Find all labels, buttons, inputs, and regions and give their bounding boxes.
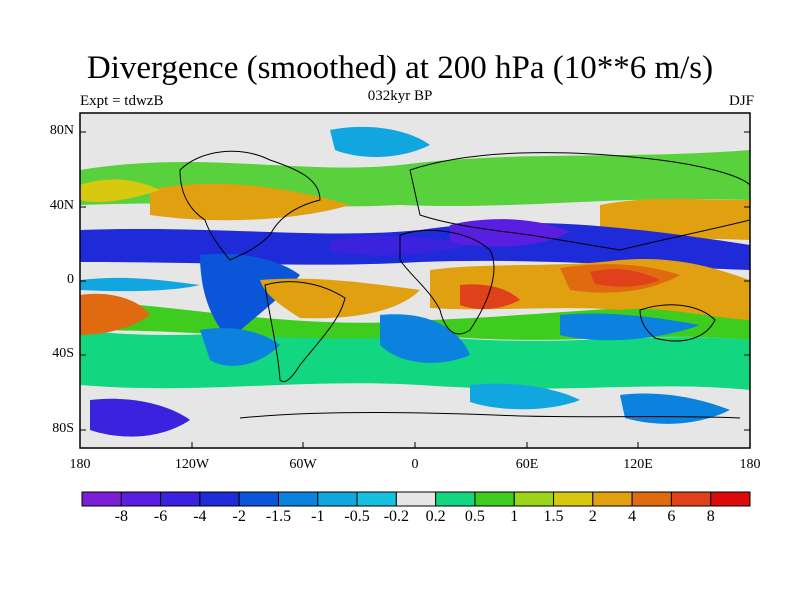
coastlines	[179, 150, 750, 419]
lat-label-equator: 0	[67, 272, 74, 287]
lon-label-0: 0	[411, 457, 419, 472]
colorbar-swatch	[199, 491, 240, 507]
colorbar-label: -1	[311, 508, 325, 525]
colorbar-swatch	[474, 491, 515, 507]
colorbar-label: 6	[667, 508, 676, 525]
lon-label-180w: 180	[69, 457, 91, 472]
colorbar-label: -2	[232, 508, 246, 525]
plot-subtitle: 032kyr BP	[367, 88, 433, 104]
colorbar-swatch	[160, 491, 201, 507]
colorbar-swatch	[81, 491, 122, 507]
lat-label-40s: 40S	[52, 346, 74, 361]
colorbar-swatch	[356, 491, 397, 507]
colorbar-label: 0.2	[425, 508, 446, 525]
colorbar-swatch	[513, 491, 555, 507]
colorbar-label: 2	[588, 508, 597, 525]
colorbar-label: 0.5	[464, 508, 485, 525]
lon-label-60e: 60E	[515, 457, 539, 472]
lat-label-80s: 80S	[52, 421, 74, 436]
colorbar-label: -4	[193, 508, 207, 525]
colorbar-swatch	[238, 491, 279, 507]
colorbar-swatch	[277, 491, 319, 507]
season-label: DJF	[728, 93, 754, 109]
colorbar-label: -0.5	[344, 508, 370, 525]
colorbar-label: -0.2	[383, 508, 410, 525]
colorbar	[81, 491, 751, 507]
lon-label-120w: 120W	[174, 457, 210, 472]
lon-label-180e: 180	[739, 457, 761, 472]
colorbar-swatch	[631, 491, 672, 507]
colorbar-swatch	[120, 491, 162, 507]
colorbar-swatch	[317, 491, 358, 507]
lat-ticks	[80, 131, 750, 431]
colorbar-swatch	[435, 491, 476, 507]
lat-label-40n: 40N	[49, 198, 74, 213]
colorbar-label: 1.5	[543, 508, 564, 525]
experiment-label: Expt = tdwzB	[80, 93, 164, 109]
colorbar-swatch	[670, 491, 712, 507]
colorbar-swatch	[592, 491, 633, 507]
lon-label-120e: 120E	[623, 457, 653, 472]
colorbar-label: 4	[628, 508, 637, 525]
colorbar-label: -1.5	[265, 508, 292, 525]
divergence-field	[80, 113, 750, 448]
colorbar-label: -6	[153, 508, 168, 525]
colorbar-label: 1	[510, 508, 519, 525]
colorbar-swatch	[710, 491, 751, 507]
plot-title: Divergence (smoothed) at 200 hPa (10**6 …	[86, 50, 714, 86]
colorbar-label: 8	[706, 508, 715, 525]
lon-ticks	[79, 442, 751, 448]
lat-label-80n: 80N	[49, 123, 74, 138]
lon-label-60w: 60W	[289, 457, 317, 472]
colorbar-swatch	[395, 491, 437, 507]
colorbar-swatch	[553, 491, 594, 507]
colorbar-label: -8	[114, 508, 128, 525]
